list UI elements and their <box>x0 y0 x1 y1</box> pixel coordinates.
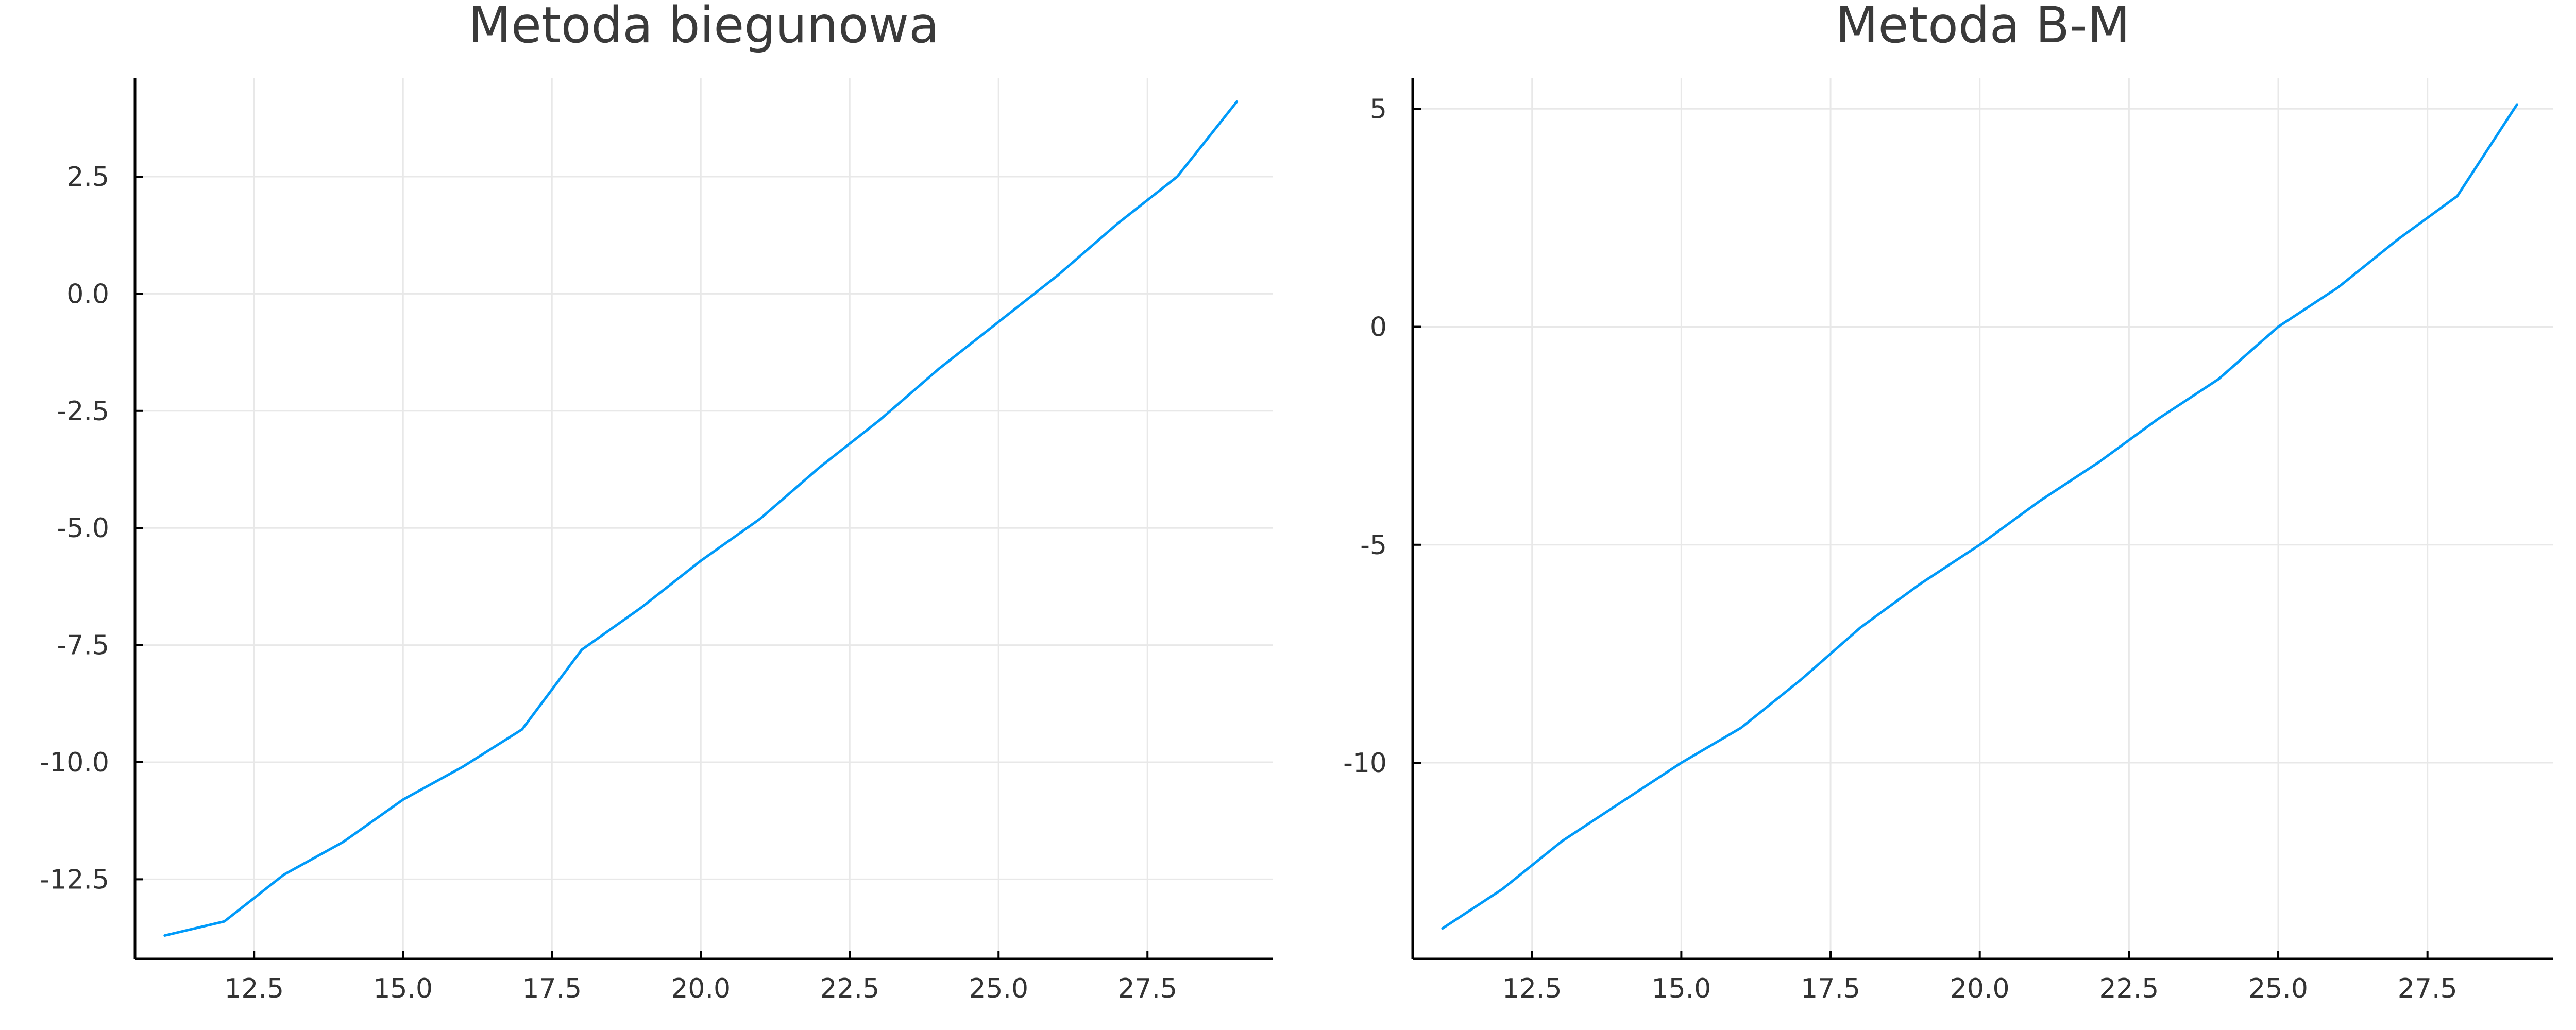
x-tick-label: 25.0 <box>969 973 1028 1004</box>
y-tick-label: 2.5 <box>66 162 109 193</box>
series-line <box>1441 103 2518 930</box>
x-tick-label: 15.0 <box>373 973 433 1004</box>
x-tick-label: 12.5 <box>224 973 284 1004</box>
x-tick-label: 20.0 <box>671 973 731 1004</box>
x-tick-label: 25.0 <box>2248 973 2308 1004</box>
x-tick-label: 27.5 <box>1117 973 1177 1004</box>
x-tick-label: 20.0 <box>1950 973 2010 1004</box>
y-tick-label: -10 <box>1343 748 1387 779</box>
x-tick-label: 22.5 <box>2099 973 2159 1004</box>
y-tick-label: -7.5 <box>57 630 109 661</box>
x-tick-label: 27.5 <box>2398 973 2458 1004</box>
y-tick-label: -10.0 <box>40 747 109 778</box>
y-tick-label: -5.0 <box>57 513 109 544</box>
y-tick-label: 0 <box>1370 312 1387 343</box>
chart-panel-1: Metoda biegunowa 12.5 15.0 17.5 20.0 22.5 25.0… <box>40 0 1273 1004</box>
chart-title: Metoda B-M <box>1836 0 2130 54</box>
x-tick-label: 17.5 <box>522 973 582 1004</box>
y-tick-label: -12.5 <box>40 864 109 895</box>
y-tick-label: -5 <box>1360 530 1387 561</box>
y-tick-label: -2.5 <box>57 396 109 427</box>
x-tick-label: 17.5 <box>1801 973 1860 1004</box>
x-tick-label: 22.5 <box>820 973 879 1004</box>
chart-panel-2: Metoda B-M 12.5 15.0 17.5 20.0 22.5 25.0 27.5 5 0… <box>1343 0 2553 1004</box>
series-line <box>163 100 1239 937</box>
y-tick-label: 5 <box>1370 94 1387 125</box>
x-tick-label: 12.5 <box>1502 973 1562 1004</box>
chart-title: Metoda biegunowa <box>468 0 939 54</box>
y-tick-label: 0.0 <box>66 279 109 310</box>
x-tick-label: 15.0 <box>1651 973 1711 1004</box>
